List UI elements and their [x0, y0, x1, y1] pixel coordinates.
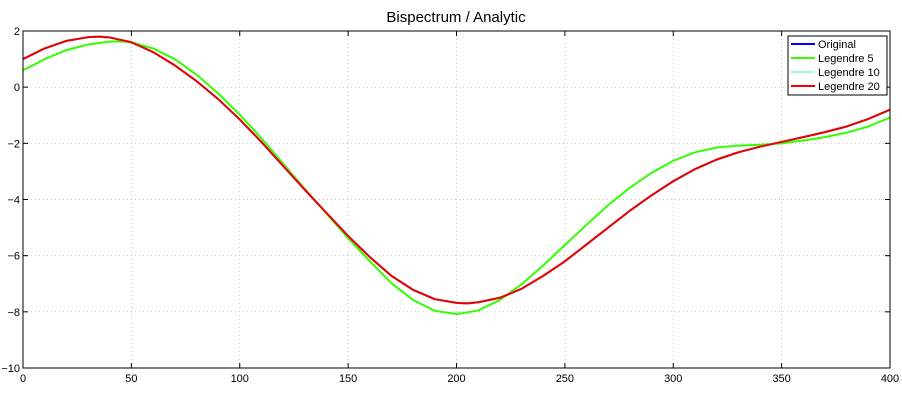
x-tick-label: 250 — [556, 373, 574, 385]
y-tick-label: 2 — [14, 26, 20, 38]
series-layer — [22, 35, 891, 316]
y-tick-label: −4 — [7, 195, 20, 207]
chart-title: Bispectrum / Analytic — [386, 9, 526, 26]
legend-label-legendre-10: Legendre 10 — [818, 67, 880, 79]
legend-label-legendre-5: Legendre 5 — [818, 53, 874, 65]
x-tick-label: 350 — [772, 373, 790, 385]
x-tick-labels: 0 50 100 150 200 250 300 350 400 — [20, 373, 899, 385]
y-tick-label: −2 — [7, 138, 20, 150]
legend: Original Legendre 5 Legendre 10 Legendre 20 — [787, 35, 888, 96]
grid-lines — [23, 31, 890, 368]
legend-label-legendre-20: Legendre 20 — [818, 81, 880, 93]
series-line-legendre-20 — [22, 35, 891, 305]
y-tick-label: −8 — [7, 307, 20, 319]
y-tick-label: 0 — [14, 82, 20, 94]
legend-label-original: Original — [818, 39, 856, 51]
x-tick-label: 50 — [125, 373, 137, 385]
y-tick-label: −6 — [7, 251, 20, 263]
x-tick-label: 200 — [447, 373, 465, 385]
x-tick-label: 300 — [664, 373, 682, 385]
x-tick-label: 100 — [231, 373, 249, 385]
x-tick-label: 150 — [339, 373, 357, 385]
x-tick-label: 400 — [881, 373, 899, 385]
series-line-legendre-5 — [22, 40, 891, 316]
y-tick-label: −10 — [1, 363, 20, 375]
axis-ticks — [22, 30, 891, 369]
y-tick-labels: −10 −8 −6 −4 −2 0 2 — [1, 26, 20, 375]
x-tick-label: 0 — [20, 373, 26, 385]
